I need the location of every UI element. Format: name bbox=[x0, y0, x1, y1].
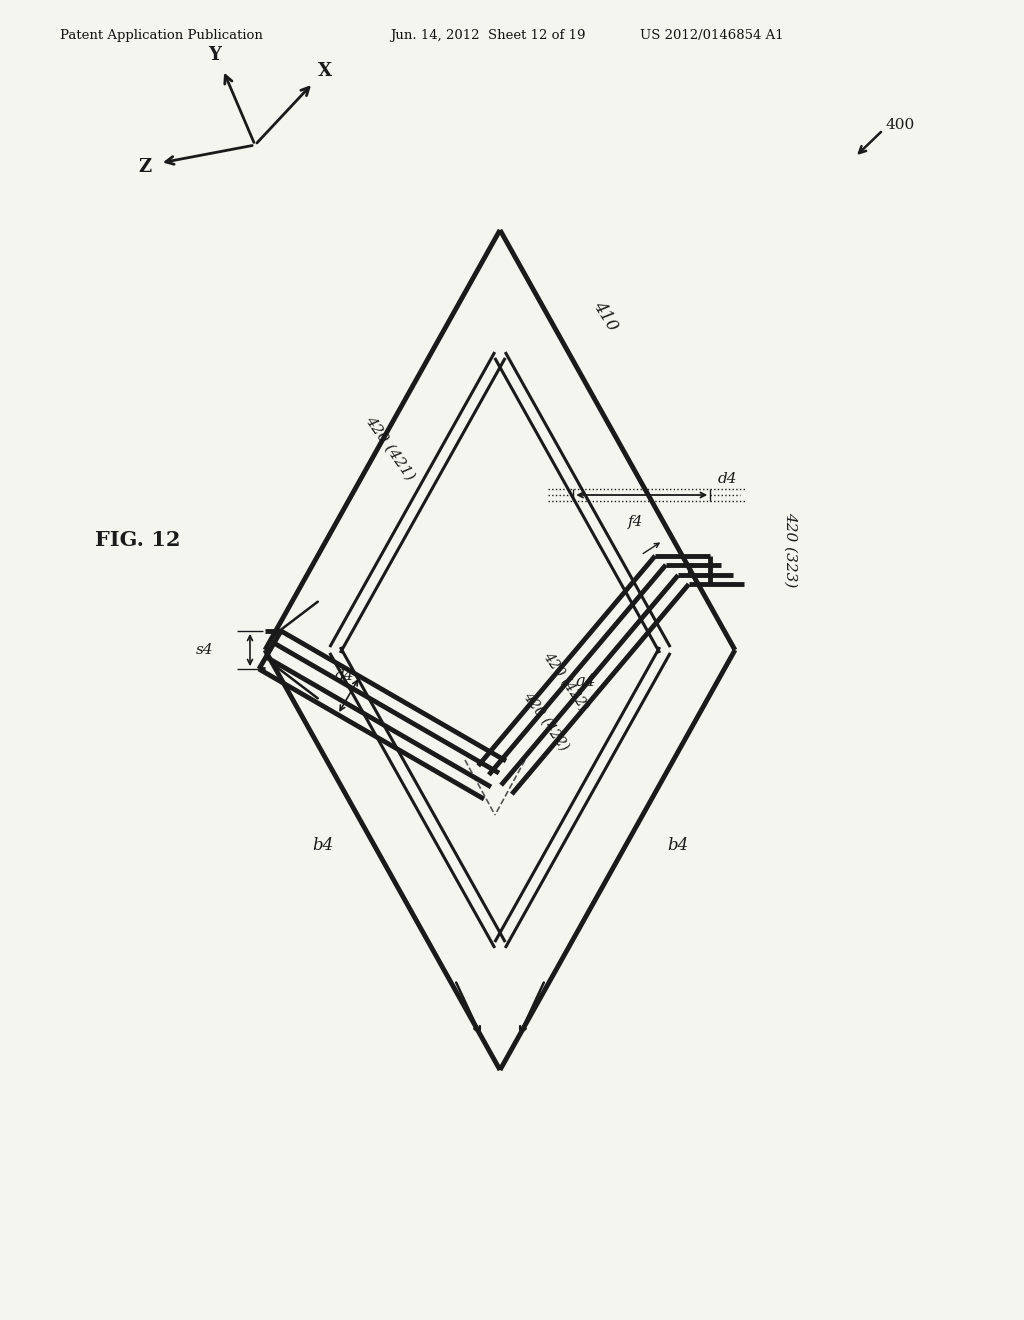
Text: 420 (323): 420 (323) bbox=[783, 512, 797, 587]
Text: 400: 400 bbox=[885, 117, 914, 132]
Text: Y: Y bbox=[209, 46, 221, 63]
Text: b4: b4 bbox=[668, 837, 689, 854]
Text: 420 (422): 420 (422) bbox=[520, 689, 570, 752]
Text: s4: s4 bbox=[197, 643, 214, 657]
Text: 420 (422): 420 (422) bbox=[540, 649, 591, 713]
Text: f4: f4 bbox=[628, 515, 643, 529]
Text: Z: Z bbox=[138, 158, 152, 176]
Text: FIG. 12: FIG. 12 bbox=[95, 531, 180, 550]
Text: 410: 410 bbox=[590, 298, 622, 334]
Text: US 2012/0146854 A1: US 2012/0146854 A1 bbox=[640, 29, 783, 41]
Text: d4: d4 bbox=[718, 473, 737, 486]
Text: Jun. 14, 2012  Sheet 12 of 19: Jun. 14, 2012 Sheet 12 of 19 bbox=[390, 29, 586, 41]
Text: Patent Application Publication: Patent Application Publication bbox=[60, 29, 263, 41]
Text: X: X bbox=[317, 62, 332, 81]
Text: b4: b4 bbox=[312, 837, 334, 854]
Text: 420 (421): 420 (421) bbox=[362, 413, 418, 483]
Text: d4: d4 bbox=[335, 669, 354, 684]
Text: a4: a4 bbox=[575, 673, 596, 689]
